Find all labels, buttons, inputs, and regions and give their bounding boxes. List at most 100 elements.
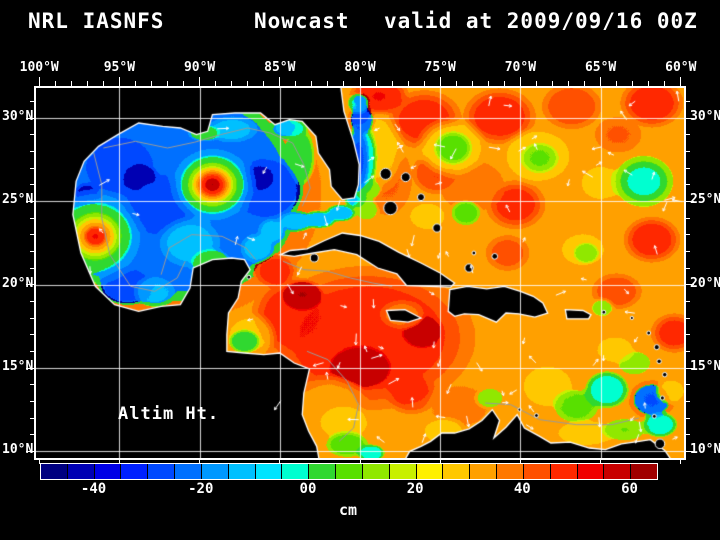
lat-tick [26,284,34,286]
lon-tick [359,460,361,464]
lat-tick-label: 30°N [690,109,720,124]
lon-minor-tick [375,81,377,86]
lon-minor-tick [167,81,169,86]
colorbar-cell [336,464,362,479]
colorbar-cell [67,464,94,479]
lat-tick [686,367,694,369]
lon-minor-tick [86,81,88,86]
lat-minor-tick [686,167,690,169]
lon-tick-label: 60°W [665,60,697,75]
lon-minor-tick [648,81,650,86]
lat-tick [26,367,34,369]
colorbar-labels: -40 -20 00 20 40 60 [0,481,720,499]
colorbar-cell [443,464,470,479]
lat-minor-tick [30,300,34,302]
lon-minor-tick [54,81,56,86]
colorbar-tick-label: -40 [80,481,107,497]
lon-tick-label: 100°W [19,60,59,75]
lat-minor-tick [30,400,34,402]
lat-tick-label: 20°N [690,275,720,291]
colorbar-cell [309,464,336,479]
lat-tick-label: 20°N [2,275,34,291]
colorbar-cell [41,464,67,479]
lat-minor-tick [686,350,690,352]
lon-minor-tick [391,81,393,86]
lon-minor-tick [215,81,217,86]
lon-tick-label: 65°W [584,60,617,75]
colorbar-tick-label: 60 [621,481,638,497]
lon-tick-label: 70°W [504,60,537,75]
lat-minor-tick [686,384,690,386]
lat-tick [26,450,34,452]
colorbar-cell [497,464,523,479]
lon-tick [279,460,281,464]
lat-minor-tick [30,267,34,269]
colorbar-cell [416,464,443,479]
colorbar-unit: cm [338,501,358,519]
lat-minor-tick [30,134,34,136]
lat-minor-tick [30,150,34,152]
lat-tick-label: 25°N [2,192,34,208]
lon-minor-tick [616,81,618,86]
lat-tick-label: 30°N [2,109,34,124]
colorbar-cell [550,464,577,479]
colorbar-tick-label: 20 [406,481,424,497]
lon-tick-label: 95°W [103,60,136,75]
lat-tick-label: 25°N [690,192,720,208]
lat-tick-label: 15°N [690,359,720,374]
valid-time: valid at 2009/09/16 00Z [384,9,698,33]
lon-tick [279,77,281,86]
colorbar-cell [470,464,497,479]
colorbar-cell [255,464,282,479]
lat-minor-tick [686,334,690,336]
lon-tick-label: 90°W [183,60,216,75]
colorbar-cell [523,464,550,479]
lon-tick-label: 75°W [424,60,456,75]
lat-tick [686,450,694,452]
colorbar-cell [201,464,228,479]
lat-minor-tick [30,234,34,236]
lon-tick [600,460,602,464]
colorbar-cell [121,464,148,479]
colorbar-cell [389,464,416,479]
lat-tick [26,200,34,202]
lat-minor-tick [686,267,690,269]
lon-minor-tick [632,81,634,86]
lon-minor-tick [535,81,537,86]
lon-minor-tick [584,81,586,86]
lat-minor-tick [30,350,34,352]
lat-minor-tick [686,150,690,152]
lat-minor-tick [686,134,690,136]
lat-minor-tick [686,100,690,102]
lon-minor-tick [503,81,505,86]
lon-tick [118,77,120,86]
lon-minor-tick [183,81,185,86]
lat-minor-tick [686,417,690,419]
lon-minor-tick [551,81,553,86]
lat-minor-tick [686,250,690,252]
lon-tick [199,460,201,464]
lon-tick-label: 80°W [344,60,376,75]
lat-minor-tick [30,100,34,102]
lon-tick [118,460,120,464]
lon-minor-tick [568,81,569,86]
lat-minor-tick [686,317,690,319]
lat-minor-tick [686,400,690,402]
lon-minor-tick [231,81,233,86]
map-canvas [36,88,684,458]
lon-tick [680,77,682,86]
lon-minor-tick [295,81,297,86]
lat-tick [26,117,34,119]
model-name: NRL IASNFS [28,9,165,33]
colorbar-cell [148,464,175,479]
lon-minor-tick [423,81,425,86]
colorbar-cell [94,464,121,479]
lat-tick [686,200,694,202]
lon-tick-label: 85°W [264,60,296,75]
lon-tick [439,460,441,464]
lat-minor-tick [30,250,34,252]
field-label: Altim Ht. [118,404,220,424]
lat-minor-tick [30,217,34,219]
lat-minor-tick [30,417,34,419]
